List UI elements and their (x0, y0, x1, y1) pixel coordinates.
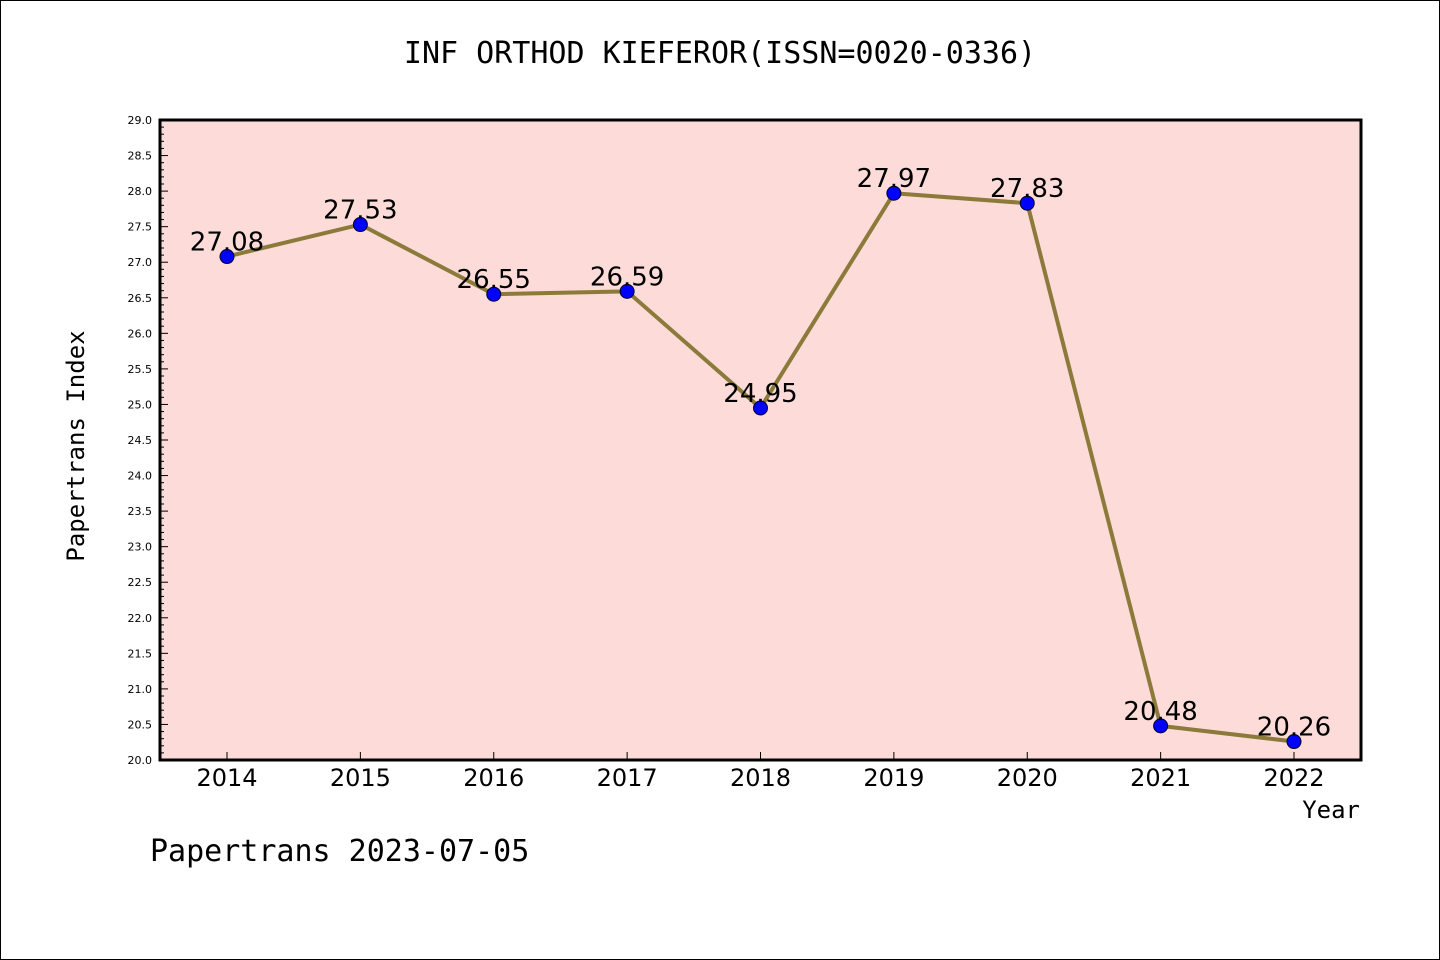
data-label: 24.95 (723, 379, 797, 409)
x-tick-label: 2020 (997, 764, 1058, 792)
y-tick-label: 24.5 (128, 434, 153, 447)
data-point (1019, 195, 1035, 211)
data-label: 20.48 (1123, 697, 1197, 727)
data-label: 26.55 (457, 265, 531, 295)
y-tick-label: 25.0 (128, 398, 153, 411)
x-tick-label: 2018 (730, 764, 791, 792)
data-point (619, 283, 635, 299)
y-tick-label: 22.5 (128, 576, 153, 589)
y-tick-label: 25.5 (128, 363, 153, 376)
y-tick-label: 27.0 (128, 256, 153, 269)
x-tick-label: 2017 (597, 764, 658, 792)
x-tick-label: 2022 (1263, 764, 1324, 792)
y-tick-label: 29.0 (128, 114, 153, 127)
data-label: 20.26 (1257, 713, 1331, 743)
y-tick-label: 22.0 (128, 612, 153, 625)
data-label: 27.53 (323, 196, 397, 226)
data-point (352, 217, 368, 233)
y-tick-label: 21.0 (128, 683, 153, 696)
chart-title: INF ORTHOD KIEFEROR(ISSN=0020-0336) (403, 36, 1037, 71)
x-tick-label: 2015 (330, 764, 391, 792)
data-point (486, 286, 502, 302)
data-point (753, 400, 768, 416)
y-tick-label: 21.5 (128, 647, 153, 660)
data-label: 26.59 (590, 262, 664, 292)
data-label: 27.83 (990, 174, 1064, 204)
x-tick-label: 2019 (863, 764, 924, 792)
data-point (1286, 734, 1302, 750)
data-label: 27.97 (857, 164, 931, 194)
y-tick-label: 26.0 (128, 327, 153, 340)
y-tick-label: 23.0 (128, 541, 153, 554)
y-tick-label: 28.0 (128, 185, 153, 198)
data-point (219, 249, 235, 265)
y-tick-label: 27.5 (128, 221, 153, 234)
axes-border (158, 118, 1363, 762)
y-tick-label: 26.5 (128, 292, 153, 305)
y-tick-label: 20.5 (128, 718, 153, 731)
y-tick-label: 20.0 (128, 754, 153, 767)
y-tick-label: 28.5 (128, 150, 153, 163)
data-point (1153, 718, 1169, 734)
data-point (886, 185, 902, 201)
x-tick-label: 2014 (196, 764, 257, 792)
y-tick-label: 24.0 (128, 470, 153, 483)
data-label: 27.08 (190, 228, 264, 258)
y-tick-label: 23.5 (128, 505, 153, 518)
x-tick-label: 2021 (1130, 764, 1191, 792)
footer-text: Papertrans 2023-07-05 (150, 834, 530, 869)
x-axis-label: Year (1302, 796, 1360, 824)
x-tick-label: 2016 (463, 764, 524, 792)
